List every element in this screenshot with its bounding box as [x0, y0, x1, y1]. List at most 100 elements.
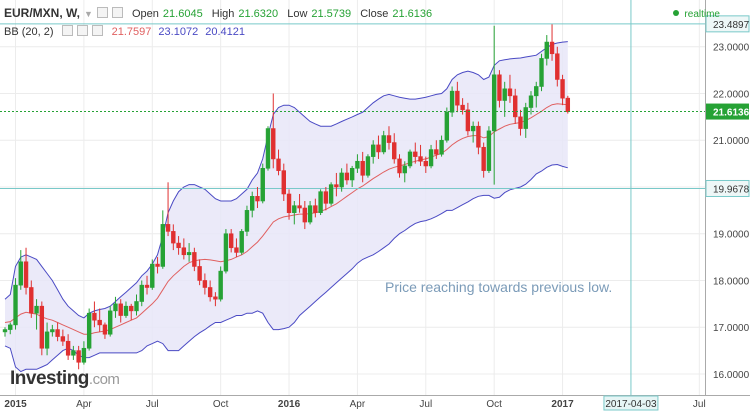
candle-body — [81, 347, 87, 363]
candle-body — [144, 284, 150, 288]
candle-body — [65, 340, 71, 356]
symbol-label[interactable]: EUR/MXN, W, — [4, 6, 81, 20]
candle — [328, 182, 334, 206]
candle — [8, 322, 13, 335]
bb-label[interactable]: BB (20, 2) — [4, 26, 54, 38]
candle — [102, 322, 108, 339]
candle — [413, 142, 418, 164]
candle — [544, 35, 549, 66]
candle-body — [392, 142, 397, 160]
settings-icon[interactable] — [96, 7, 108, 18]
date-marker-tag — [603, 395, 659, 411]
candle-body — [155, 263, 160, 267]
candle — [76, 345, 81, 370]
candle-body — [555, 53, 560, 80]
candle-body — [386, 135, 392, 143]
candle — [355, 154, 360, 173]
candle-body — [297, 205, 302, 209]
candle — [134, 294, 139, 316]
candle-body — [355, 160, 360, 169]
x-tick-label: Jul — [693, 399, 706, 410]
candle — [523, 102, 528, 138]
candle-body — [186, 252, 192, 256]
candle-body — [71, 350, 76, 356]
candle-body — [292, 205, 297, 213]
realtime-label: realtime — [684, 9, 720, 20]
candle-body — [365, 156, 371, 176]
candle-body — [271, 128, 276, 160]
candle — [60, 329, 66, 346]
bb-lower-value: 20.4121 — [205, 26, 246, 38]
candle — [497, 70, 502, 108]
candle — [460, 98, 465, 115]
candle — [528, 91, 534, 115]
candle — [223, 229, 229, 274]
status-dot-icon — [673, 10, 680, 16]
candle — [381, 130, 386, 155]
candle — [186, 243, 192, 262]
low-label: Low — [287, 8, 308, 20]
candle — [171, 224, 176, 251]
candle — [65, 334, 71, 360]
candle — [476, 121, 481, 155]
candle-body — [86, 312, 92, 349]
candle — [423, 156, 428, 173]
candle — [549, 24, 555, 61]
candle — [407, 149, 413, 169]
close-icon[interactable] — [111, 7, 123, 18]
open-label: Open — [132, 8, 159, 20]
candle — [286, 189, 292, 220]
candle-body — [518, 116, 523, 129]
candle — [518, 109, 523, 136]
candle — [29, 280, 34, 318]
candle — [349, 165, 355, 187]
candle-body — [528, 95, 534, 108]
candle-body — [23, 261, 29, 288]
candle — [481, 142, 486, 178]
candle — [449, 86, 455, 117]
bollinger-band-fill — [5, 41, 568, 372]
investing-logo: Investing.com — [10, 368, 120, 390]
candle — [339, 168, 344, 192]
candle-body — [481, 146, 486, 171]
candle-body — [544, 41, 549, 59]
x-tick-label: 2017 — [551, 399, 574, 410]
candle — [313, 198, 318, 218]
candle-body — [55, 329, 60, 337]
candle-body — [513, 95, 518, 118]
candle — [155, 257, 160, 274]
candle — [139, 280, 144, 307]
bollinger-basis-line — [4, 103, 568, 335]
candle — [444, 107, 450, 143]
y-tick-label: 19.0000 — [713, 230, 750, 241]
candle — [34, 299, 39, 330]
x-tick-label: Apr — [350, 399, 366, 410]
candle-body — [465, 109, 471, 132]
candle-body — [129, 305, 134, 312]
candle-body — [397, 158, 402, 174]
candle-body — [360, 160, 365, 176]
level-price-label: 23.4897 — [713, 20, 750, 31]
candle — [281, 163, 286, 202]
candle — [265, 126, 271, 171]
settings-icon[interactable] — [76, 25, 88, 36]
candle-body — [376, 144, 381, 153]
candle — [144, 275, 150, 295]
candle — [13, 278, 18, 330]
y-tick-label: 23.0000 — [713, 43, 750, 54]
eye-icon[interactable] — [61, 25, 73, 36]
date-marker-label: 2017-04-03 — [605, 399, 657, 410]
chevron-down-icon[interactable]: ▼ — [84, 9, 93, 19]
candle-body — [29, 287, 34, 314]
candle — [344, 163, 350, 185]
candle — [108, 306, 113, 337]
x-tick-label: Oct — [486, 399, 502, 410]
candle-body — [339, 172, 344, 188]
candle-body — [323, 191, 329, 204]
open-value: 21.6045 — [162, 8, 203, 20]
candle-body — [370, 144, 376, 157]
candle-body — [486, 130, 492, 171]
close-icon[interactable] — [91, 25, 103, 36]
y-tick-label: 16.0000 — [713, 370, 750, 381]
